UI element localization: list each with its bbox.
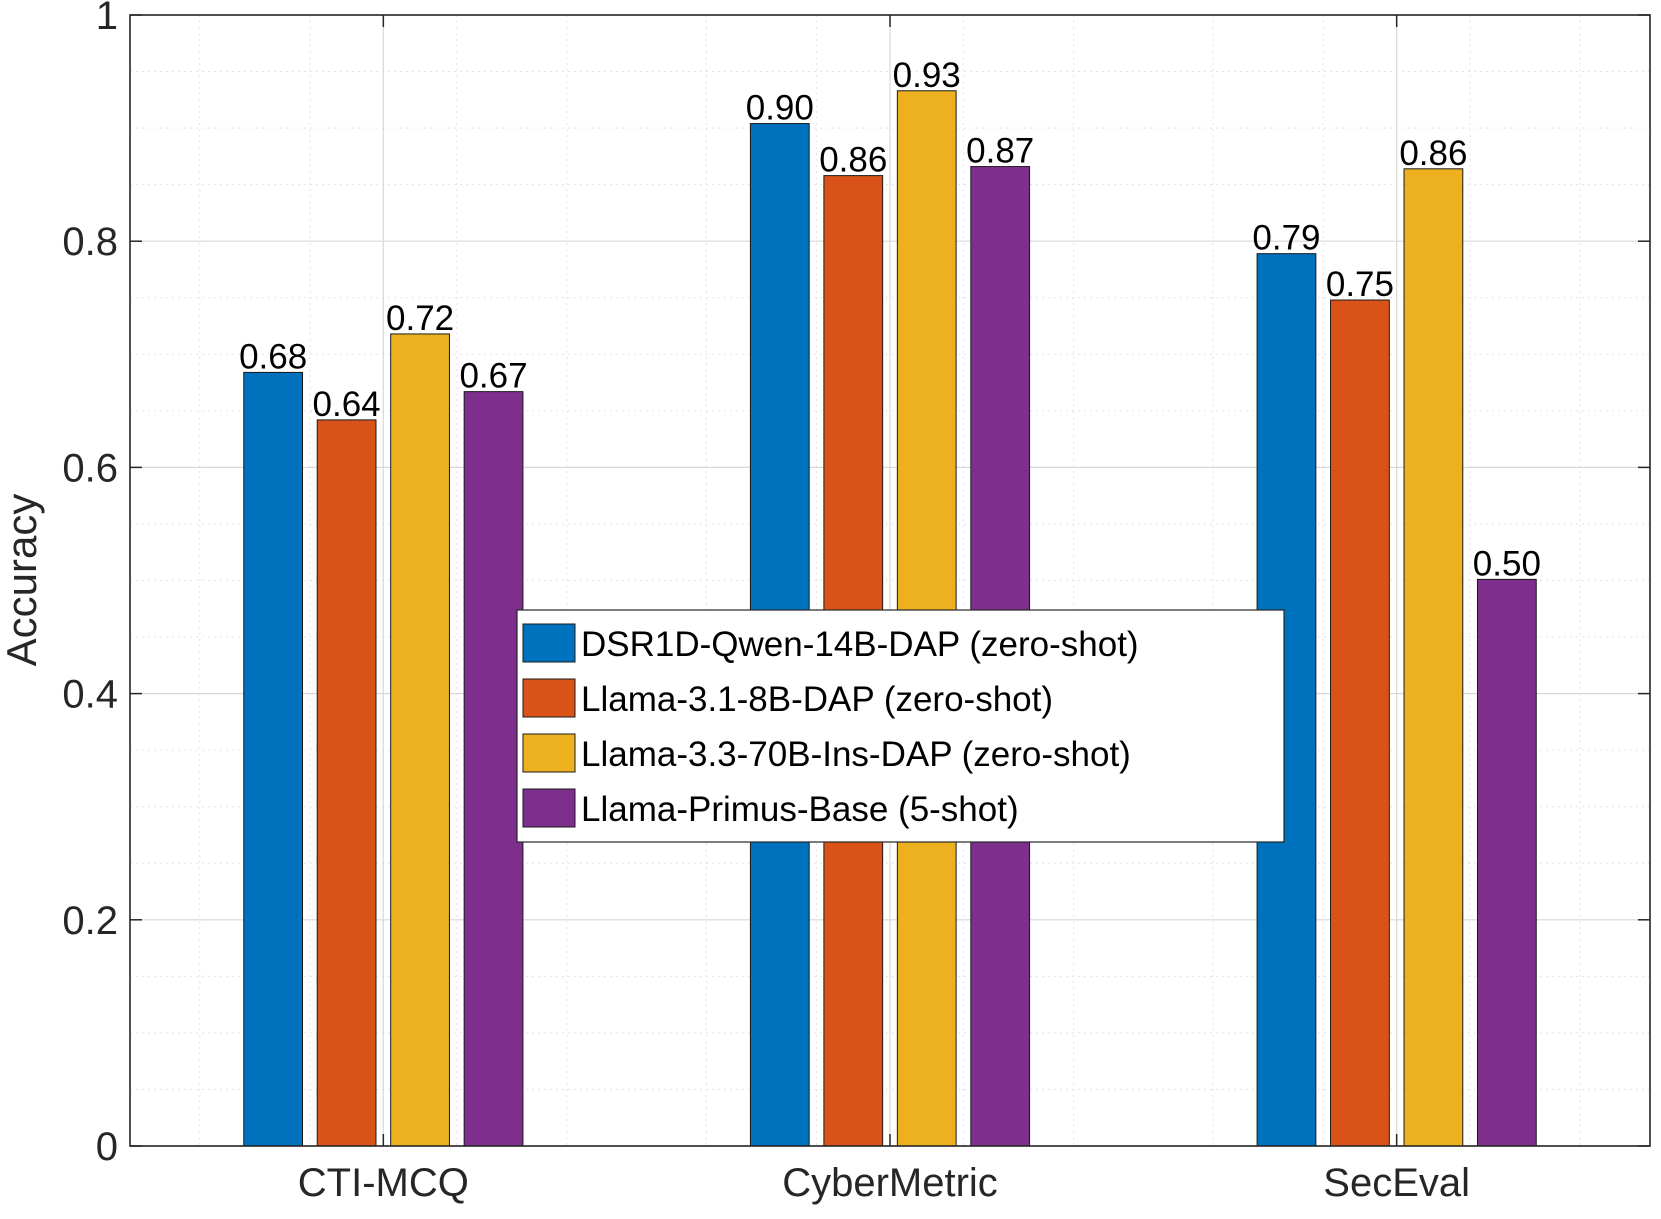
x-tick-label: CyberMetric <box>782 1161 998 1205</box>
bar <box>316 419 377 1147</box>
legend: DSR1D-Qwen-14B-DAP (zero-shot) Llama-3.1-… <box>516 609 1285 843</box>
data-label: 0.67 <box>459 357 527 396</box>
bar <box>1403 168 1464 1147</box>
data-label: 0.86 <box>819 141 887 180</box>
legend-label: Llama-3.1-8B-DAP (zero-shot) <box>581 680 1053 719</box>
legend-swatch <box>522 678 576 718</box>
x-axis-ticks: CTI-MCQ CyberMetric SecEval <box>298 15 1470 1205</box>
data-label: 0.90 <box>746 89 814 128</box>
bar <box>463 391 524 1147</box>
data-label: 0.64 <box>313 385 381 424</box>
data-label: 0.72 <box>386 299 454 338</box>
data-label: 0.93 <box>893 56 961 95</box>
y-axis-label: Accuracy <box>0 494 45 667</box>
data-label: 0.75 <box>1326 265 1394 304</box>
legend-label: Llama-Primus-Base (5-shot) <box>581 790 1019 829</box>
y-tick-label: 0.2 <box>62 899 118 943</box>
y-axis-ticks: 0 0.2 0.4 0.6 0.8 1 <box>62 0 1650 1169</box>
legend-box <box>516 609 1285 843</box>
data-label: 0.87 <box>966 132 1034 171</box>
data-label: 0.50 <box>1473 544 1541 583</box>
bar <box>243 371 304 1147</box>
legend-swatch <box>522 623 576 663</box>
y-tick-label: 0.6 <box>62 446 118 490</box>
data-labels: 0.680.640.720.670.900.860.930.870.790.75… <box>239 56 1541 584</box>
x-tick-label: SecEval <box>1323 1161 1470 1205</box>
bar <box>1330 299 1390 1147</box>
y-tick-label: 0.4 <box>62 673 118 717</box>
data-label: 0.79 <box>1252 219 1320 258</box>
y-tick-label: 0.8 <box>62 220 118 264</box>
legend-swatch <box>522 733 576 773</box>
y-tick-label: 1 <box>96 0 118 38</box>
legend-label: DSR1D-Qwen-14B-DAP (zero-shot) <box>581 625 1139 664</box>
legend-swatch <box>522 788 576 828</box>
y-tick-label: 0 <box>96 1125 118 1169</box>
legend-label: Llama-3.3-70B-Ins-DAP (zero-shot) <box>581 735 1131 774</box>
x-tick-label: CTI-MCQ <box>298 1161 469 1205</box>
data-label: 0.86 <box>1399 134 1467 173</box>
data-label: 0.68 <box>239 337 307 376</box>
bar <box>390 333 450 1147</box>
bar <box>1476 578 1537 1147</box>
